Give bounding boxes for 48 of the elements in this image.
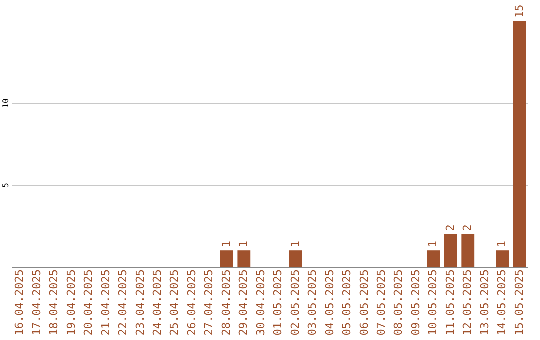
data-label: 2 xyxy=(461,224,474,232)
x-tick-label: 02.05.2025 xyxy=(288,270,302,336)
x-tick-label: 05.05.2025 xyxy=(340,270,354,336)
x-tick-label: 27.04.2025 xyxy=(202,270,216,336)
data-label: 1 xyxy=(426,240,440,248)
x-tick-label: 23.04.2025 xyxy=(134,270,147,336)
x-tick-label: 29.04.2025 xyxy=(237,270,250,336)
y-tick-label: 10 xyxy=(2,98,10,108)
x-tick-label: 13.05.2025 xyxy=(478,270,492,336)
data-label: 1 xyxy=(220,240,233,248)
x-tick-label: 07.05.2025 xyxy=(374,270,388,336)
x-tick-label: 06.05.2025 xyxy=(358,270,371,336)
x-tick-label: 15.05.2025 xyxy=(512,270,526,336)
x-tick-label: 16.04.2025 xyxy=(13,270,26,336)
x-tick-label: 26.04.2025 xyxy=(185,270,198,336)
x-tick-label: 21.04.2025 xyxy=(99,270,112,336)
bar xyxy=(220,250,234,267)
bar xyxy=(444,234,458,267)
x-tick-label: 22.04.2025 xyxy=(116,270,130,336)
data-label: 1 xyxy=(237,240,250,248)
x-tick-label: 28.04.2025 xyxy=(220,270,233,336)
x-tick-label: 24.04.2025 xyxy=(151,270,164,336)
x-tick-label: 20.04.2025 xyxy=(82,270,96,336)
x-tick-label: 10.05.2025 xyxy=(426,270,440,336)
bar xyxy=(513,21,526,267)
x-tick-label: 30.04.2025 xyxy=(254,270,268,336)
x-tick-label: 25.04.2025 xyxy=(168,270,182,336)
x-tick-label: 09.05.2025 xyxy=(409,270,422,336)
y-tick-label: 5 xyxy=(2,182,10,188)
bar xyxy=(496,250,510,267)
x-tick-label: 18.04.2025 xyxy=(48,270,61,336)
x-tick-label: 04.05.2025 xyxy=(323,270,336,336)
bar xyxy=(427,250,440,267)
data-label: 15 xyxy=(512,4,526,18)
data-label: 1 xyxy=(288,240,302,248)
bar xyxy=(238,250,251,267)
x-tick-label: 11.05.2025 xyxy=(444,270,457,336)
x-tick-label: 17.04.2025 xyxy=(30,270,44,336)
x-tick-label: 12.05.2025 xyxy=(461,270,474,336)
x-tick-label: 14.05.2025 xyxy=(496,270,509,336)
data-label: 2 xyxy=(444,224,457,232)
x-tick-label: 01.05.2025 xyxy=(272,270,285,336)
x-tick-label: 03.05.2025 xyxy=(306,270,320,336)
x-tick-label: 19.04.2025 xyxy=(64,270,78,336)
x-tick-label: 08.05.2025 xyxy=(392,270,406,336)
bar xyxy=(289,250,302,267)
bar xyxy=(462,234,475,267)
data-label: 1 xyxy=(496,240,509,248)
